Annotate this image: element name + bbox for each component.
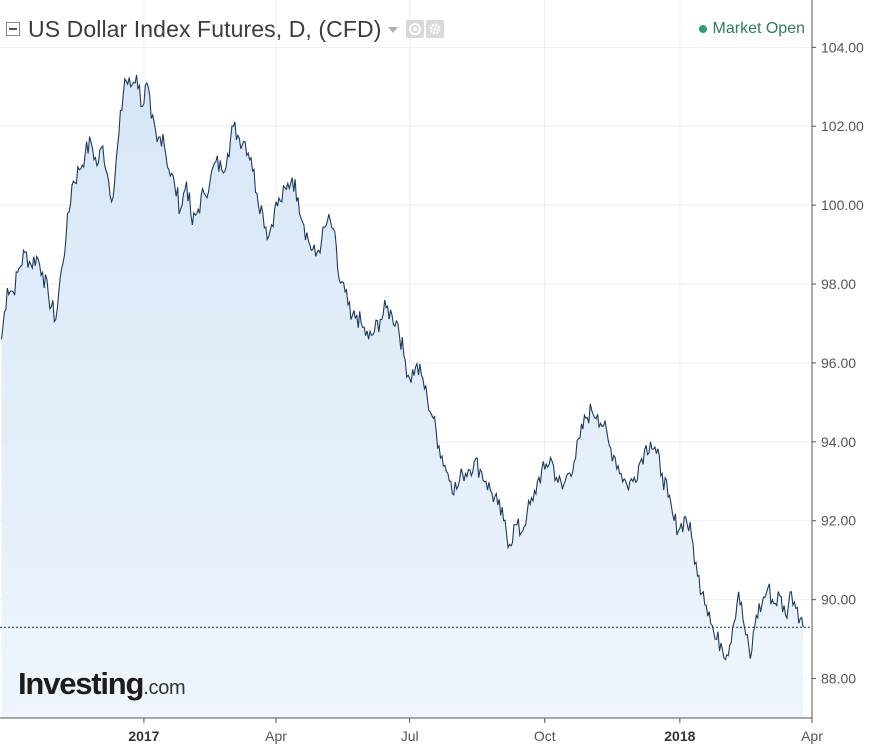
price-line (0, 74, 804, 661)
chart-title: US Dollar Index Futures, D, (CFD) (28, 15, 382, 42)
market-status-label: Market Open (712, 20, 805, 37)
caret-down-icon[interactable] (387, 27, 398, 33)
y-tick-label: 94.00 (821, 434, 856, 450)
price-area-fill (1, 75, 804, 718)
market-status: Market Open (698, 20, 805, 38)
x-tick-label: Apr (801, 728, 823, 744)
chart-header: US Dollar Index Futures, D, (CFD) (6, 14, 444, 44)
y-tick-label: 92.00 (821, 513, 856, 529)
y-tick-label: 100.00 (821, 197, 864, 213)
eye-icon[interactable] (405, 20, 424, 38)
x-tick-label: 2018 (664, 728, 695, 744)
x-tick-label: Apr (265, 728, 287, 744)
y-tick-label: 98.00 (821, 276, 856, 292)
y-tick-label: 104.00 (821, 39, 864, 55)
y-tick-label: 96.00 (821, 355, 856, 371)
logo-main-text: Investing (18, 666, 144, 701)
logo-suffix-text: .com (143, 677, 186, 699)
x-axis[interactable]: 2017 Apr Jul Oct 2018 Apr (128, 718, 823, 744)
y-axis[interactable]: 88.00 90.00 92.00 94.00 96.00 98.00 100.00 102.… (812, 39, 864, 687)
y-tick-label: 90.00 (821, 592, 856, 608)
y-tick-label: 88.00 (821, 671, 856, 687)
x-tick-label: 2017 (128, 728, 159, 744)
y-tick-label: 102.00 (821, 118, 864, 134)
x-tick-label: Oct (534, 728, 556, 744)
gear-icon[interactable] (425, 20, 444, 38)
investing-logo: Investing .com (18, 666, 186, 702)
x-tick-label: Jul (401, 728, 419, 744)
status-dot-icon (698, 25, 707, 33)
collapse-icon[interactable] (6, 22, 20, 36)
